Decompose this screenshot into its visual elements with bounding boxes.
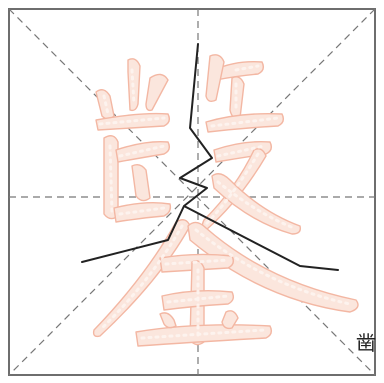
diagonal-guide-anti (8, 8, 376, 376)
traced-character-glyph (92, 54, 359, 347)
glyph-stroke (213, 140, 273, 163)
glyph-stroke (92, 219, 191, 338)
glyph-stroke (95, 112, 171, 131)
grid-frame (8, 8, 376, 376)
glyph-stroke (221, 310, 239, 330)
glyph-stroke (205, 54, 225, 103)
glyph-texture (98, 64, 280, 128)
glyph-stroke (187, 221, 359, 313)
glyph-texture (108, 144, 296, 230)
glyph-stroke (145, 73, 169, 112)
glyph-texture (98, 224, 352, 340)
glyph-stroke (135, 324, 273, 347)
caption-glyph: 凿 (356, 331, 376, 355)
glyph-stroke (205, 113, 285, 133)
handwritten-ink-stroke (81, 43, 339, 271)
glyph-stroke (159, 312, 177, 329)
glyph-stroke (131, 163, 151, 202)
